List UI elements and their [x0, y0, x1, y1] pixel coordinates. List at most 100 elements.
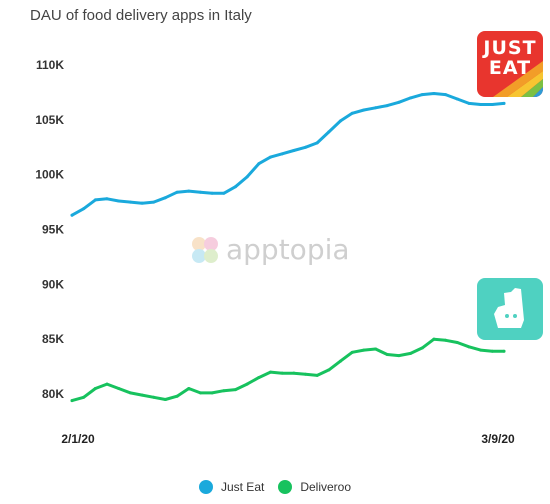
legend-swatch-deliveroo — [278, 480, 293, 494]
data-point — [409, 351, 413, 355]
data-point — [374, 347, 378, 351]
data-point — [198, 190, 202, 194]
data-point — [350, 111, 354, 115]
line-chart: 110K 105K 100K 95K 90K 85K 80K 2/1/20 3/9/20 — [35, 58, 515, 446]
data-point — [280, 371, 284, 375]
data-point — [82, 395, 86, 399]
data-point — [397, 354, 401, 358]
data-point — [362, 348, 366, 352]
data-point — [105, 382, 109, 386]
data-point — [432, 92, 436, 96]
data-point — [292, 371, 296, 375]
legend-label-deliveroo: Deliveroo — [300, 480, 352, 494]
data-point — [444, 93, 448, 97]
chart-legend: Just Eat Deliveroo — [0, 480, 550, 494]
data-point — [479, 102, 483, 106]
data-point — [140, 201, 144, 205]
data-point — [187, 387, 191, 391]
just-eat-logo-icon: JUST EAT — [477, 31, 543, 97]
data-point — [128, 200, 132, 204]
y-tick-label: 90K — [42, 277, 64, 291]
data-point — [339, 119, 343, 123]
data-point — [467, 101, 471, 105]
chart-title: DAU of food delivery apps in Italy — [30, 7, 252, 24]
just-eat-logo-line1: JUST — [483, 37, 537, 59]
y-tick-label: 110K — [36, 58, 64, 72]
data-point — [444, 338, 448, 342]
data-point — [93, 387, 97, 391]
data-point — [350, 350, 354, 354]
data-point — [280, 152, 284, 156]
data-point — [70, 399, 74, 403]
data-point — [362, 108, 366, 112]
series-line-deliveroo — [70, 337, 506, 403]
data-point — [490, 349, 494, 353]
deliveroo-kangaroo-icon — [494, 288, 524, 328]
just-eat-stripes — [493, 61, 543, 97]
data-point — [93, 198, 97, 202]
data-point — [117, 387, 121, 391]
data-point — [210, 191, 214, 195]
data-point — [163, 196, 167, 200]
data-point — [128, 391, 132, 395]
y-tick-label: 95K — [42, 223, 64, 237]
x-tick-label: 2/1/20 — [61, 432, 95, 446]
just-eat-logo-line2: EAT — [488, 57, 532, 79]
data-point — [82, 207, 86, 211]
legend-label-just-eat: Just Eat — [220, 480, 265, 494]
data-point — [479, 348, 483, 352]
data-point — [210, 391, 214, 395]
data-point — [385, 104, 389, 108]
data-point — [163, 397, 167, 401]
data-point — [222, 389, 226, 393]
data-point — [233, 185, 237, 189]
data-point — [374, 106, 378, 110]
data-point — [140, 393, 144, 397]
data-point — [327, 368, 331, 372]
data-point — [455, 340, 459, 344]
y-tick-label: 85K — [42, 332, 64, 346]
data-point — [222, 191, 226, 195]
data-point — [257, 162, 261, 166]
x-tick-label: 3/9/20 — [481, 432, 515, 446]
y-tick-label: 80K — [42, 387, 64, 401]
data-point — [304, 372, 308, 376]
legend-item-just-eat: Just Eat — [198, 480, 265, 494]
data-point — [268, 155, 272, 159]
data-point — [315, 373, 319, 377]
data-point — [152, 200, 156, 204]
data-point — [502, 101, 506, 105]
data-point — [292, 149, 296, 153]
data-point — [432, 337, 436, 341]
data-point — [327, 130, 331, 134]
data-point — [245, 382, 249, 386]
data-point — [105, 197, 109, 201]
data-point — [187, 189, 191, 193]
data-point — [420, 346, 424, 350]
y-tick-label: 105K — [35, 113, 64, 127]
deliveroo-logo-icon — [477, 278, 543, 340]
data-point — [268, 370, 272, 374]
series-line-just-eat — [70, 92, 506, 217]
legend-item-deliveroo: Deliveroo — [278, 480, 351, 494]
data-point — [315, 141, 319, 145]
data-point — [397, 100, 401, 104]
data-point — [117, 199, 121, 203]
watermark-text: apptopia — [226, 233, 350, 266]
data-point — [385, 353, 389, 357]
data-point — [490, 102, 494, 106]
apptopia-logo-icon — [192, 236, 218, 263]
data-point — [152, 395, 156, 399]
data-point — [175, 190, 179, 194]
data-point — [467, 345, 471, 349]
data-point — [175, 394, 179, 398]
data-point — [420, 93, 424, 97]
data-point — [304, 145, 308, 149]
data-point — [455, 97, 459, 101]
y-tick-label: 100K — [35, 168, 64, 182]
data-point — [409, 96, 413, 100]
data-point — [502, 349, 506, 353]
data-point — [70, 213, 74, 217]
apptopia-watermark: apptopia — [190, 233, 350, 266]
data-point — [339, 359, 343, 363]
